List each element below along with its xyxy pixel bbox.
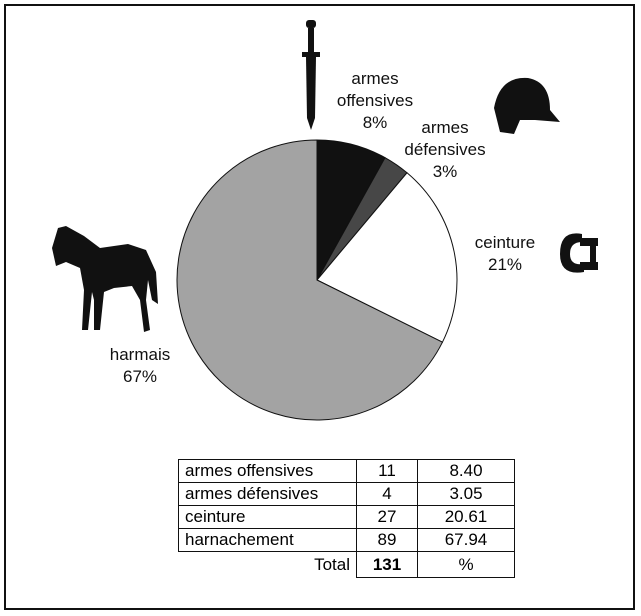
horse-icon: [52, 226, 158, 332]
helmet-icon: [494, 77, 560, 134]
frame: [4, 4, 635, 610]
value-label: 67%: [122, 367, 158, 386]
dagger-icon: [302, 20, 320, 130]
table-cell: 11: [356, 459, 418, 483]
pie-slice: [316, 172, 458, 343]
table-row: ceinture 27 20.61: [178, 505, 515, 529]
table-row: harnachement 89 67.94: [178, 528, 515, 552]
table-cell: armes offensives: [178, 459, 357, 483]
table-cell: 27: [356, 505, 418, 529]
table-cell: harnachement: [178, 528, 357, 552]
table-cell: 89: [356, 528, 418, 552]
category-label: armes défensives: [404, 118, 486, 159]
table-cell: 131: [356, 551, 418, 578]
value-label: 21%: [487, 255, 523, 274]
table-cell: ceinture: [178, 505, 357, 529]
slice-label: ceinture 21%: [450, 232, 560, 276]
data-table: armes offensives 11 8.40 armes défensives 4 3…: [178, 459, 515, 578]
value-label: 3%: [432, 162, 458, 181]
table-cell: Total: [314, 554, 350, 574]
total-row: Total 131%: [179, 551, 515, 578]
table-cell: 8.40: [417, 459, 515, 483]
table-cell: 4: [356, 482, 418, 506]
table-cell: 67.94: [417, 528, 515, 552]
belt-icon: [560, 233, 598, 273]
table-row: armes défensives 4 3.05: [178, 482, 515, 506]
category-label: harmais: [109, 345, 171, 364]
category-label: armes offensives: [336, 69, 414, 110]
category-label: ceinture: [474, 233, 536, 252]
table-cell: armes défensives: [178, 482, 357, 506]
table-cell: 3.05: [417, 482, 515, 506]
pie-slice: [176, 139, 444, 421]
slice-label: harmais 67%: [90, 344, 190, 388]
value-label: 8%: [362, 113, 388, 132]
table-cell: 20.61: [417, 505, 515, 529]
slice-label: armes défensives 3%: [400, 117, 490, 183]
table-row: armes offensives 11 8.40: [178, 459, 515, 483]
slice-label: armes offensives 8%: [330, 68, 420, 134]
table-cell: %: [417, 551, 515, 578]
